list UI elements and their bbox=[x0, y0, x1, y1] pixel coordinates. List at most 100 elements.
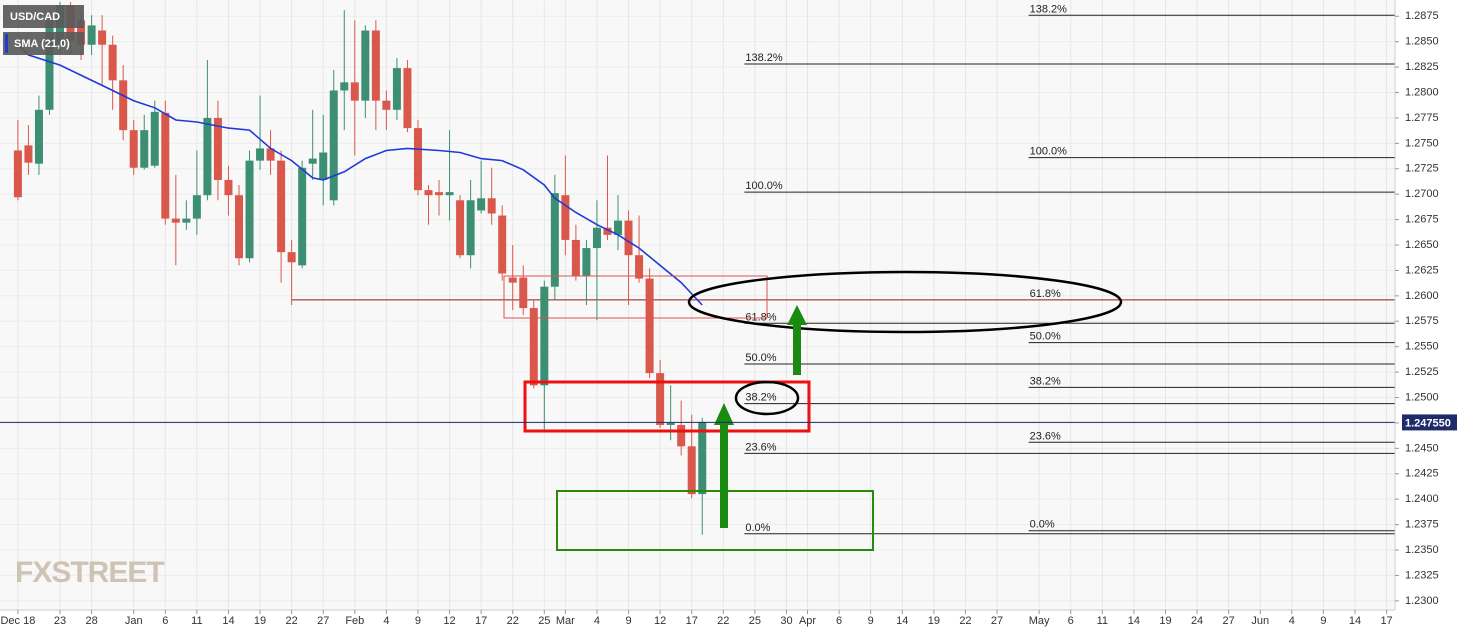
watermark: FXSTREET bbox=[15, 556, 164, 589]
y-tick-label: 1.2375 bbox=[1405, 519, 1439, 531]
x-tick-label: 12 bbox=[443, 615, 455, 627]
candle-body bbox=[308, 158, 317, 164]
candle-body bbox=[456, 200, 465, 256]
candle-body bbox=[34, 109, 43, 164]
candle-body bbox=[466, 200, 475, 256]
x-tick-label: 17 bbox=[686, 615, 698, 627]
candle-body bbox=[87, 25, 96, 45]
x-tick-label: 6 bbox=[162, 615, 168, 627]
candle-body bbox=[24, 145, 33, 163]
fib-label: 100.0% bbox=[1030, 146, 1068, 158]
y-tick-label: 1.2600 bbox=[1405, 290, 1439, 302]
fib-label: 50.0% bbox=[1030, 331, 1061, 343]
y-tick-label: 1.2850 bbox=[1405, 36, 1439, 48]
candle-body bbox=[203, 117, 212, 196]
x-tick-label: Jan bbox=[125, 615, 143, 627]
candle-body bbox=[487, 198, 496, 214]
y-tick-label: 1.2625 bbox=[1405, 264, 1439, 276]
candle-body bbox=[45, 20, 54, 110]
x-tick-label: 22 bbox=[286, 615, 298, 627]
x-tick-label: 4 bbox=[594, 615, 600, 627]
candle-body bbox=[256, 148, 265, 161]
candle-body bbox=[277, 160, 286, 253]
y-tick-label: 1.2325 bbox=[1405, 569, 1439, 581]
candle-body bbox=[108, 44, 117, 81]
y-tick-label: 1.2825 bbox=[1405, 61, 1439, 73]
candle-body bbox=[519, 277, 528, 309]
x-tick-label: 24 bbox=[1191, 615, 1203, 627]
x-tick-label: 28 bbox=[85, 615, 97, 627]
fib-label: 0.0% bbox=[1030, 519, 1055, 531]
candle-body bbox=[361, 30, 370, 101]
fib-label: 100.0% bbox=[745, 180, 783, 192]
x-tick-label: 17 bbox=[1380, 615, 1392, 627]
candle-body bbox=[698, 421, 707, 495]
last-price-box bbox=[1402, 414, 1457, 431]
x-tick-label: 22 bbox=[717, 615, 729, 627]
candle-body bbox=[392, 68, 401, 110]
y-axis-background bbox=[1395, 0, 1474, 631]
candle-body bbox=[140, 130, 149, 168]
x-tick-label: 4 bbox=[1289, 615, 1295, 627]
x-tick-label: 14 bbox=[1349, 615, 1361, 627]
y-tick-label: 1.2675 bbox=[1405, 214, 1439, 226]
y-tick-label: 1.2775 bbox=[1405, 112, 1439, 124]
y-tick-label: 1.2500 bbox=[1405, 391, 1439, 403]
candle-body bbox=[561, 195, 570, 240]
candle-body bbox=[224, 179, 233, 196]
candle-body bbox=[182, 218, 191, 223]
candle-body bbox=[150, 111, 159, 166]
candle-body bbox=[371, 30, 380, 101]
y-tick-label: 1.2525 bbox=[1405, 366, 1439, 378]
x-tick-label: 11 bbox=[191, 615, 202, 627]
last-price-label: 1.247550 bbox=[1405, 417, 1451, 429]
fib-label: 61.8% bbox=[1030, 288, 1061, 300]
y-tick-label: 1.2550 bbox=[1405, 341, 1439, 353]
candle-body bbox=[234, 195, 243, 259]
fib-label: 38.2% bbox=[1030, 375, 1061, 387]
candle-body bbox=[298, 167, 307, 266]
candle-body bbox=[245, 160, 254, 259]
y-tick-label: 1.2450 bbox=[1405, 442, 1439, 454]
x-tick-label: 25 bbox=[749, 615, 761, 627]
candle-body bbox=[477, 198, 486, 211]
y-tick-label: 1.2575 bbox=[1405, 315, 1439, 327]
x-tick-label: 14 bbox=[222, 615, 234, 627]
fib-label: 138.2% bbox=[1030, 3, 1068, 15]
candle-body bbox=[382, 100, 391, 110]
fib-label: 38.2% bbox=[745, 392, 776, 404]
fib-label: 0.0% bbox=[745, 522, 770, 534]
x-tick-label: 11 bbox=[1097, 615, 1108, 627]
x-tick-label: 9 bbox=[868, 615, 874, 627]
candle-body bbox=[550, 193, 559, 287]
candle-body bbox=[192, 195, 201, 219]
x-tick-label: Apr bbox=[799, 615, 816, 627]
zone-box bbox=[556, 490, 874, 551]
candle-body bbox=[529, 308, 538, 386]
arrow-up bbox=[714, 403, 734, 528]
candle-body bbox=[287, 252, 296, 263]
candle-body bbox=[119, 80, 128, 131]
x-tick-label: 17 bbox=[475, 615, 487, 627]
y-tick-label: 1.2725 bbox=[1405, 163, 1439, 175]
candle-body bbox=[571, 239, 580, 276]
legend-swatch bbox=[5, 34, 8, 53]
candle-body bbox=[435, 192, 444, 196]
x-tick-label: 27 bbox=[991, 615, 1003, 627]
candle-body bbox=[656, 373, 665, 425]
candle-body bbox=[340, 82, 349, 91]
x-tick-label: 19 bbox=[254, 615, 266, 627]
candle-body bbox=[213, 117, 222, 180]
candle-body bbox=[98, 30, 107, 45]
x-tick-label: Feb bbox=[345, 615, 364, 627]
x-tick-label: 25 bbox=[538, 615, 550, 627]
plot-background bbox=[0, 0, 1395, 610]
x-tick-label: Mar bbox=[556, 615, 575, 627]
candle-body bbox=[129, 130, 138, 168]
highlight-ellipse bbox=[687, 270, 1123, 334]
fib-label: 23.6% bbox=[1030, 430, 1061, 442]
x-tick-label: 23 bbox=[54, 615, 66, 627]
fib-label: 23.6% bbox=[745, 441, 776, 453]
